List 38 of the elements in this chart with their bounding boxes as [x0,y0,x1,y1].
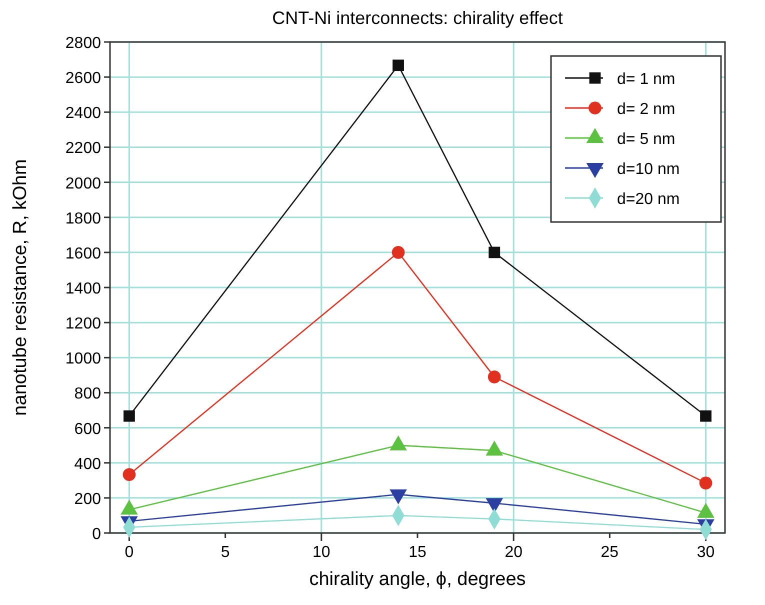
x-tick-label: 5 [220,544,230,561]
y-tick-label: 2600 [65,70,102,88]
y-axis-title: nanotube resistance, R, kOhm [10,159,31,416]
x-tick-label: 0 [124,544,134,561]
x-tick-label: 25 [600,544,619,561]
legend-label: d= 1 nm [617,71,676,88]
y-tick-label: 1600 [65,245,102,262]
y-tick-label: 600 [74,420,102,438]
y-tick-label: 200 [74,490,102,508]
y-tick-label: 1200 [65,316,102,333]
y-tick-label: 2400 [65,105,102,122]
chart-title: CNT-Ni interconnects: chirality effect [272,8,563,28]
point [124,410,135,422]
y-tick-label: 1800 [65,210,102,228]
point [122,468,136,482]
legend-label: d= 2 nm [617,101,676,118]
point [488,370,501,384]
x-tick-label: 20 [504,544,523,561]
point [392,60,404,72]
point [392,246,405,259]
point [699,476,712,490]
y-tick-label: 800 [74,386,102,403]
legend-label: d=10 nm [617,161,680,178]
x-axis-title: chirality angle, ϕ, degrees [309,569,526,590]
x-tick-label: 10 [312,544,330,561]
point [700,410,712,422]
y-tick-label: 1000 [65,350,102,368]
y-tick-label: 2200 [65,140,102,158]
point [488,246,500,258]
legend-label: d= 5 nm [617,131,676,148]
legend-label: d=20 nm [617,191,680,208]
x-tick-label: 15 [408,544,426,561]
y-tick-label: 1400 [65,280,102,298]
y-tick-label: 2000 [65,175,102,192]
y-tick-label: 2800 [65,35,102,52]
x-tick-label: 30 [696,544,715,561]
y-tick-label: 0 [92,526,102,543]
y-tick-label: 400 [74,456,102,473]
